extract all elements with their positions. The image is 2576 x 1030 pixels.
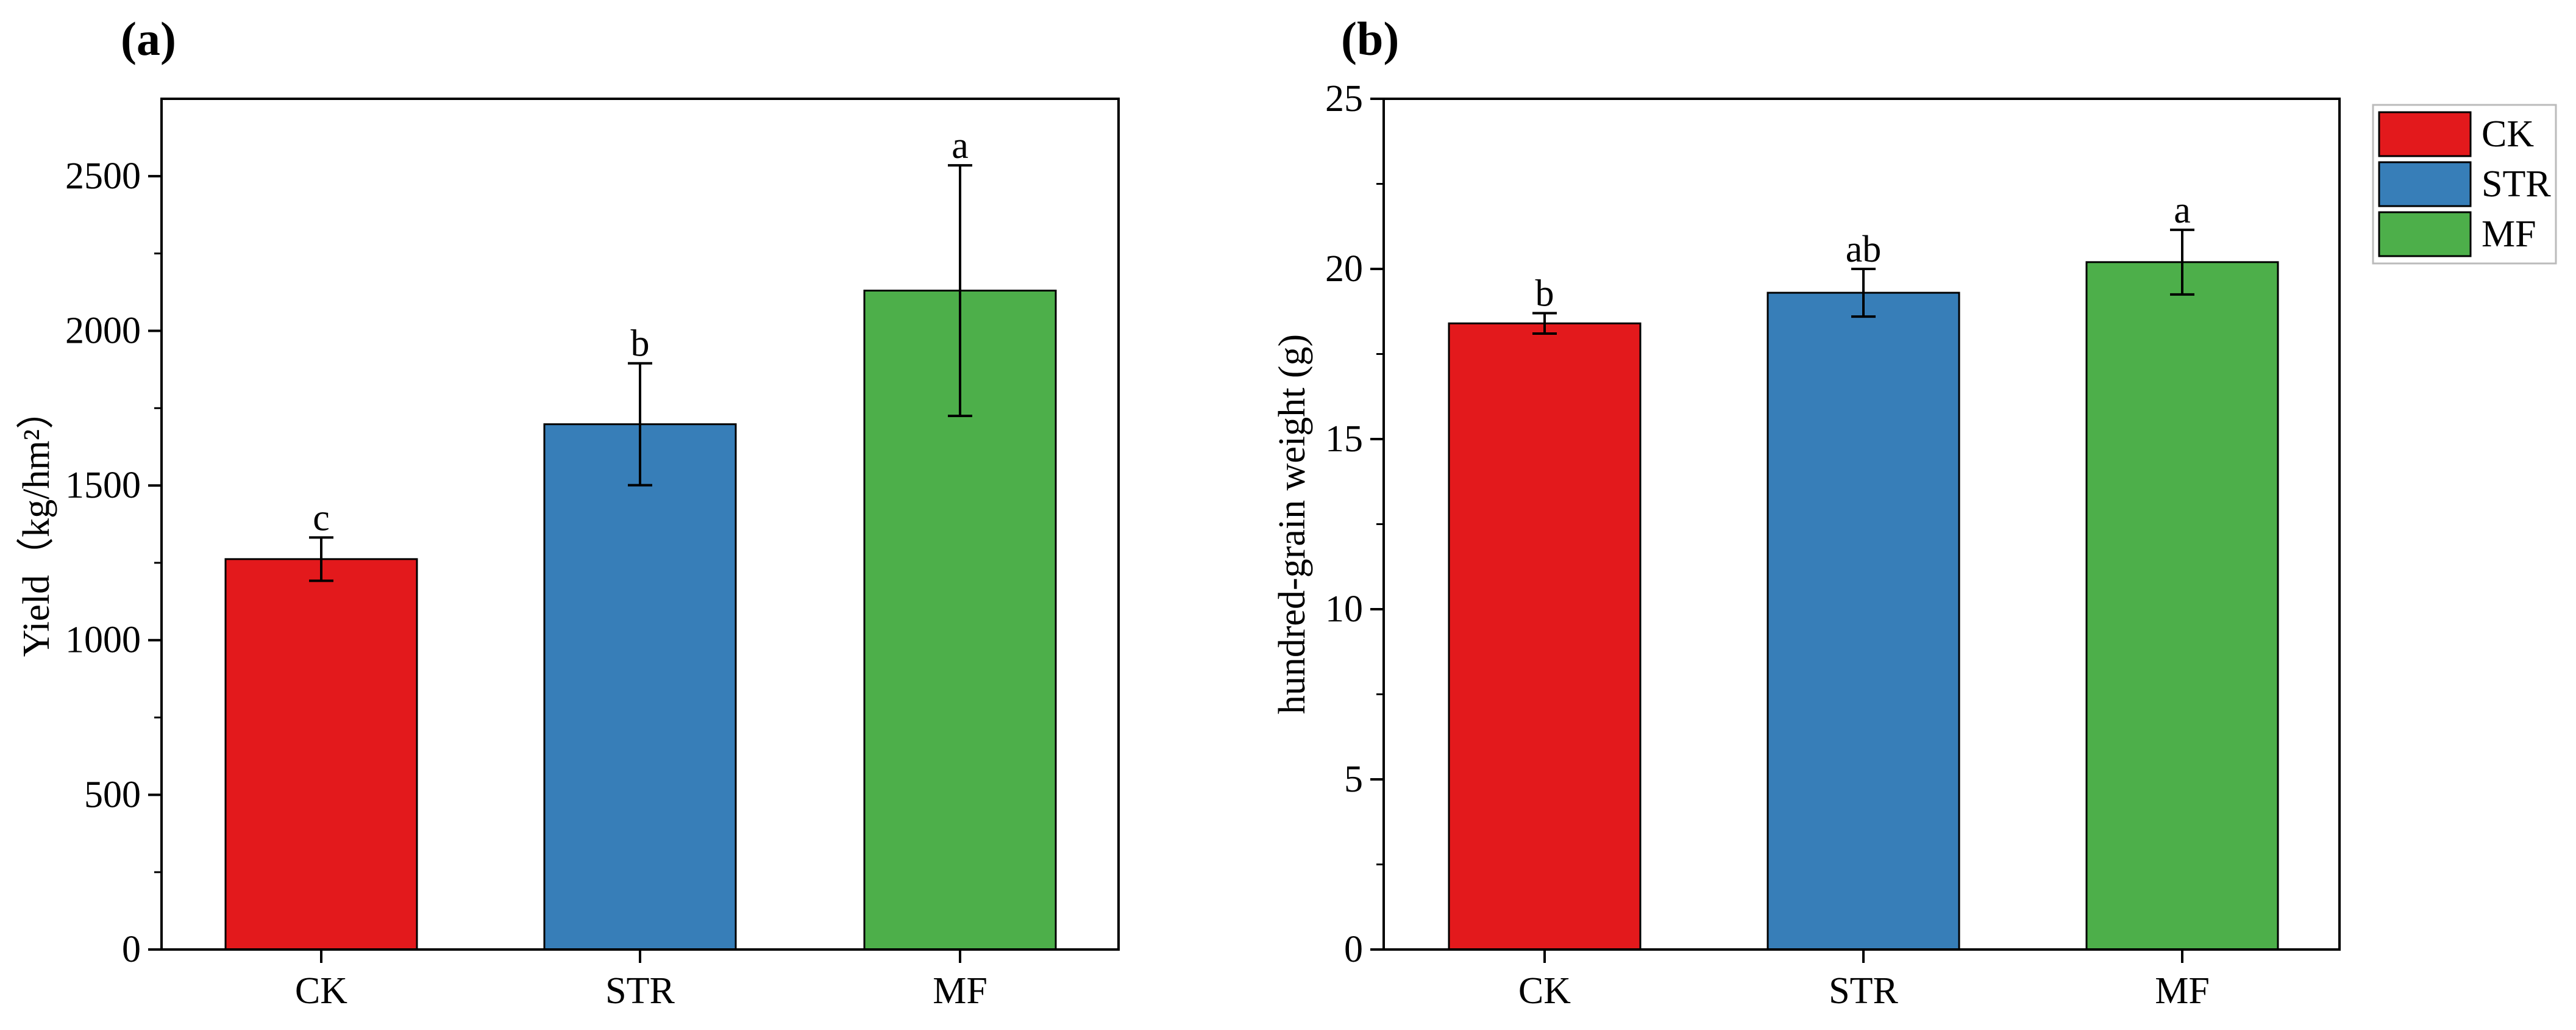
panel-b: (b) b ab a 0 5 10 15 20 25 CK STR MF hundred-grain we… xyxy=(1272,12,2557,1012)
legend-swatch-ck xyxy=(2378,111,2472,157)
panel-a: (a) c b a 0 500 1000 1500 2000 2500 CK STR MF Yield（k… xyxy=(16,12,1120,1012)
y-tick-label: 0 xyxy=(122,929,141,970)
x-tick-label-mf: MF xyxy=(2155,970,2210,1012)
significance-label-str: b xyxy=(631,323,650,365)
y-tick-label: 10 xyxy=(1325,588,1363,630)
y-tick-label: 1000 xyxy=(65,620,141,661)
y-axis-title: hundred-grain weight (g) xyxy=(1272,334,1313,714)
y-tick-label: 20 xyxy=(1325,248,1363,290)
significance-label-ck: c xyxy=(313,497,330,538)
significance-label-mf: a xyxy=(2174,190,2191,231)
x-tick-label-ck: CK xyxy=(1518,970,1571,1012)
error-bar-str xyxy=(628,362,652,487)
significance-label-mf: a xyxy=(952,125,969,166)
bar-ck xyxy=(1448,322,1642,951)
y-tick-label: 2000 xyxy=(65,310,141,351)
x-tick-label-ck: CK xyxy=(295,970,347,1012)
error-bar-mf xyxy=(2170,228,2194,296)
bar-mf xyxy=(2085,261,2279,951)
legend-swatch-mf xyxy=(2378,211,2472,257)
y-tick-label: 500 xyxy=(84,774,141,815)
legend: CK STR MF xyxy=(2372,104,2557,265)
bar-ck xyxy=(224,558,418,951)
y-tick-label: 25 xyxy=(1325,78,1363,120)
y-axis-title: Yield（kg/hm²） xyxy=(16,392,57,657)
significance-label-str: ab xyxy=(1846,229,1882,270)
legend-swatch-str xyxy=(2378,161,2472,207)
y-tick-label: 15 xyxy=(1325,418,1363,460)
error-bar-str xyxy=(1851,268,1876,318)
legend-label-mf: MF xyxy=(2482,213,2536,255)
legend-label-str: STR xyxy=(2482,163,2551,205)
y-tick-label: 2500 xyxy=(65,156,141,197)
panel-label: (b) xyxy=(1341,12,1399,65)
error-bar-mf xyxy=(948,164,972,417)
significance-label-ck: b xyxy=(1535,273,1554,315)
y-tick-label: 5 xyxy=(1344,759,1363,800)
x-tick-label-str: STR xyxy=(605,970,675,1012)
legend-label-ck: CK xyxy=(2482,113,2534,155)
x-tick-label-str: STR xyxy=(1829,970,1898,1012)
x-tick-label-mf: MF xyxy=(933,970,987,1012)
error-bar-ck xyxy=(309,536,333,582)
panel-label: (a) xyxy=(121,12,176,65)
y-tick-label: 1500 xyxy=(65,465,141,506)
error-bar-ck xyxy=(1532,312,1557,335)
bar-str xyxy=(543,423,737,951)
y-tick-label: 0 xyxy=(1344,929,1363,970)
bar-str xyxy=(1767,291,1960,951)
